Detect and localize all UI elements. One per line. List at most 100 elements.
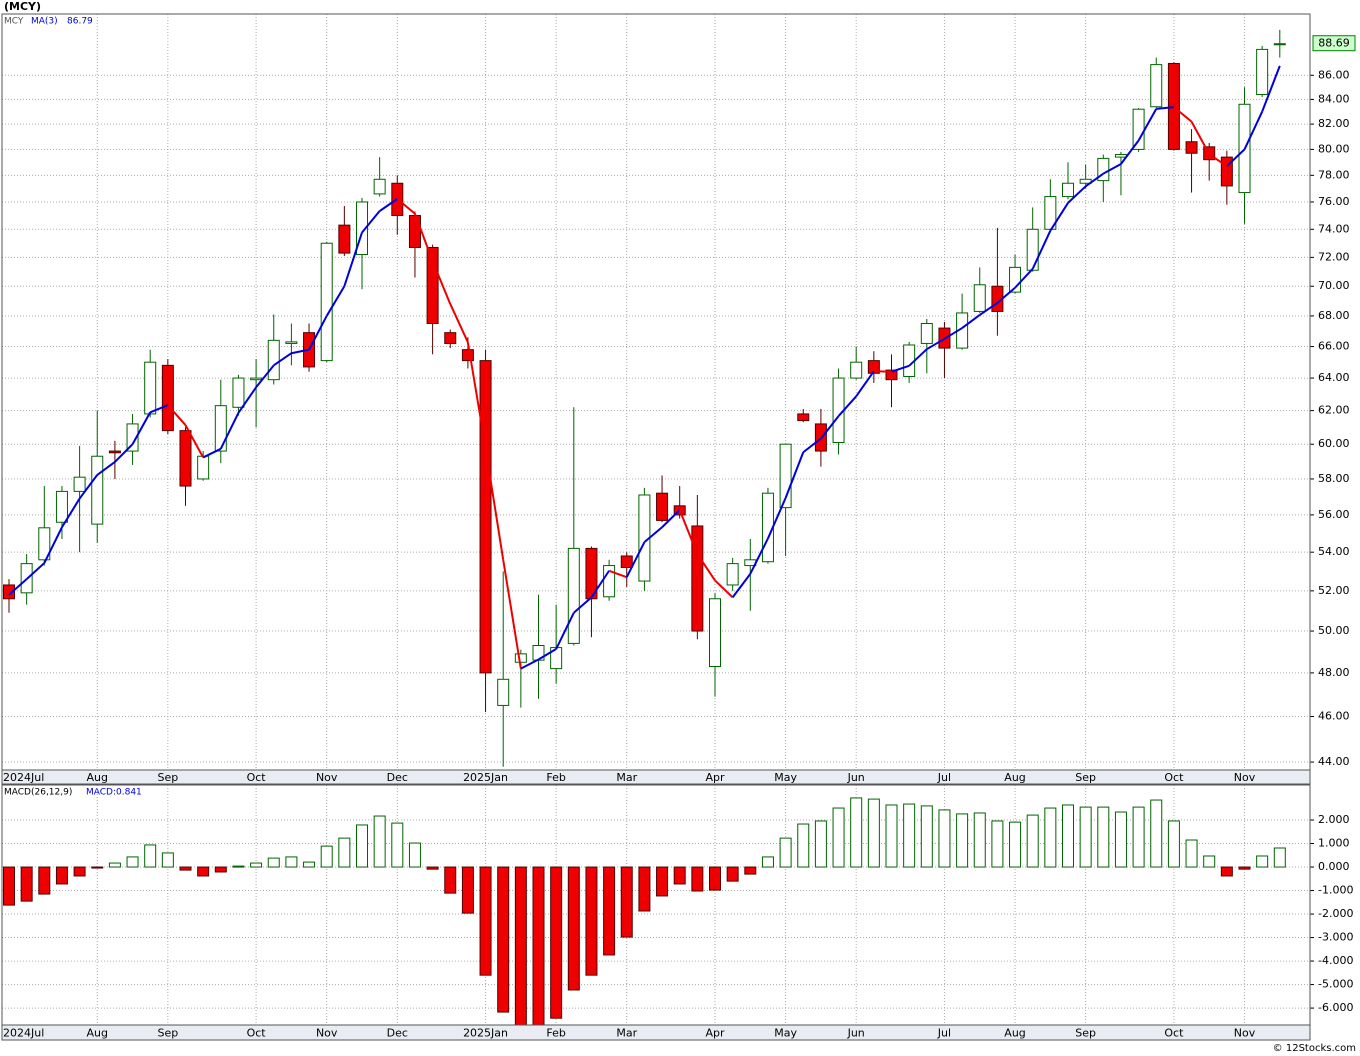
x-tick-label: Aug bbox=[87, 771, 108, 784]
bar bbox=[691, 866, 704, 892]
ma-segment bbox=[219, 412, 240, 450]
bar bbox=[1009, 821, 1022, 868]
bar bbox=[1150, 799, 1163, 868]
candle-body bbox=[973, 284, 986, 312]
ma-segment bbox=[1014, 268, 1034, 289]
x-tick-label: Nov bbox=[1234, 1027, 1256, 1040]
candle-body bbox=[850, 361, 863, 379]
bar bbox=[620, 866, 633, 938]
bar bbox=[20, 866, 33, 902]
x-tick-label: Jun bbox=[847, 771, 865, 784]
bar bbox=[1185, 839, 1198, 868]
candle-body bbox=[1026, 228, 1039, 271]
candle-body bbox=[426, 246, 439, 325]
bar bbox=[461, 866, 474, 914]
bar bbox=[885, 804, 898, 868]
x-tick-label: 2025Jan bbox=[463, 1027, 508, 1040]
candle-body bbox=[867, 360, 880, 374]
candle-body bbox=[1132, 108, 1145, 150]
ma-segment bbox=[643, 526, 663, 543]
candle-body bbox=[285, 341, 298, 344]
candle-body bbox=[267, 339, 280, 381]
bar bbox=[938, 809, 951, 868]
ma-segment bbox=[96, 461, 116, 476]
ma-segment bbox=[590, 570, 610, 598]
candle-body bbox=[408, 215, 421, 248]
bar bbox=[214, 866, 227, 873]
y-tick-label: 58.00 bbox=[1318, 472, 1350, 485]
bar bbox=[1132, 806, 1145, 868]
bar bbox=[391, 822, 404, 868]
ma-segment bbox=[379, 198, 398, 212]
y-tick-label: 44.00 bbox=[1318, 755, 1350, 768]
bar bbox=[814, 820, 827, 868]
chart-title: (MCY) bbox=[4, 0, 41, 13]
y-tick-label: -1.000 bbox=[1318, 884, 1353, 897]
x-tick-label: Mar bbox=[616, 771, 637, 784]
ma-segment bbox=[820, 415, 840, 440]
ma-segment bbox=[1243, 111, 1264, 150]
ma-segment bbox=[926, 337, 945, 351]
y-tick-label: 46.00 bbox=[1318, 709, 1350, 722]
candle-body bbox=[179, 430, 192, 487]
bar bbox=[1097, 806, 1110, 868]
ma-segment bbox=[573, 596, 593, 614]
y-tick-label: 50.00 bbox=[1318, 624, 1350, 637]
candle-body bbox=[567, 547, 580, 644]
ma-segment bbox=[837, 395, 857, 417]
ma-segment bbox=[855, 370, 875, 397]
bar bbox=[38, 866, 51, 895]
candle-body bbox=[197, 455, 210, 480]
y-tick-label: 56.00 bbox=[1318, 508, 1350, 521]
x-tick-label: Oct bbox=[1164, 1027, 1184, 1040]
ma-segment bbox=[996, 286, 1016, 304]
candle-body bbox=[726, 563, 739, 586]
ma-segment bbox=[961, 314, 981, 329]
candle-body bbox=[338, 224, 351, 254]
y-tick-label: 64.00 bbox=[1318, 371, 1350, 384]
ma-segment bbox=[273, 352, 292, 367]
ma-segment bbox=[661, 509, 681, 528]
bar bbox=[638, 866, 651, 912]
ma-segment bbox=[184, 424, 205, 458]
x-tick-label: Aug bbox=[1004, 771, 1025, 784]
bar bbox=[991, 820, 1004, 868]
y-tick-label: 76.00 bbox=[1318, 195, 1350, 208]
y-tick-label: 72.00 bbox=[1318, 250, 1350, 263]
bar bbox=[1044, 807, 1057, 868]
candle-body bbox=[55, 490, 68, 523]
ma-segment bbox=[784, 451, 805, 499]
x-tick-label: Apr bbox=[705, 1027, 725, 1040]
x-tick-label: 2024Jul bbox=[3, 1027, 44, 1040]
legend-ma-value: 86.79 bbox=[67, 17, 93, 27]
x-tick-label: Jul bbox=[937, 1027, 951, 1040]
ma-segment bbox=[555, 612, 575, 650]
ma-segment bbox=[325, 285, 346, 317]
bar bbox=[126, 856, 139, 868]
y-tick-label: -5.000 bbox=[1318, 978, 1353, 991]
x-tick-label: Aug bbox=[87, 1027, 108, 1040]
bar bbox=[479, 866, 492, 976]
candle-body bbox=[920, 323, 933, 344]
candle-body bbox=[903, 344, 916, 377]
bar bbox=[55, 866, 68, 885]
plot-area bbox=[2, 785, 1310, 1025]
y-tick-label: -4.000 bbox=[1318, 954, 1353, 967]
bar bbox=[1114, 811, 1127, 868]
bar bbox=[161, 852, 174, 868]
ma-segment bbox=[1031, 230, 1052, 270]
bar bbox=[920, 805, 933, 868]
x-tick-label: Feb bbox=[546, 1027, 565, 1040]
ma-segment bbox=[1190, 121, 1211, 155]
y-tick-label: -6.000 bbox=[1318, 1001, 1353, 1014]
x-tick-label: 2025Jan bbox=[463, 771, 508, 784]
bar bbox=[1026, 814, 1039, 868]
panel-border bbox=[1, 784, 1311, 1026]
y-tick-label: 60.00 bbox=[1318, 437, 1350, 450]
x-tick-label: May bbox=[774, 1027, 797, 1040]
bar bbox=[1256, 855, 1269, 868]
x-tick-label: May bbox=[774, 771, 797, 784]
x-label-band bbox=[1, 769, 1311, 785]
ma-segment bbox=[43, 526, 63, 564]
